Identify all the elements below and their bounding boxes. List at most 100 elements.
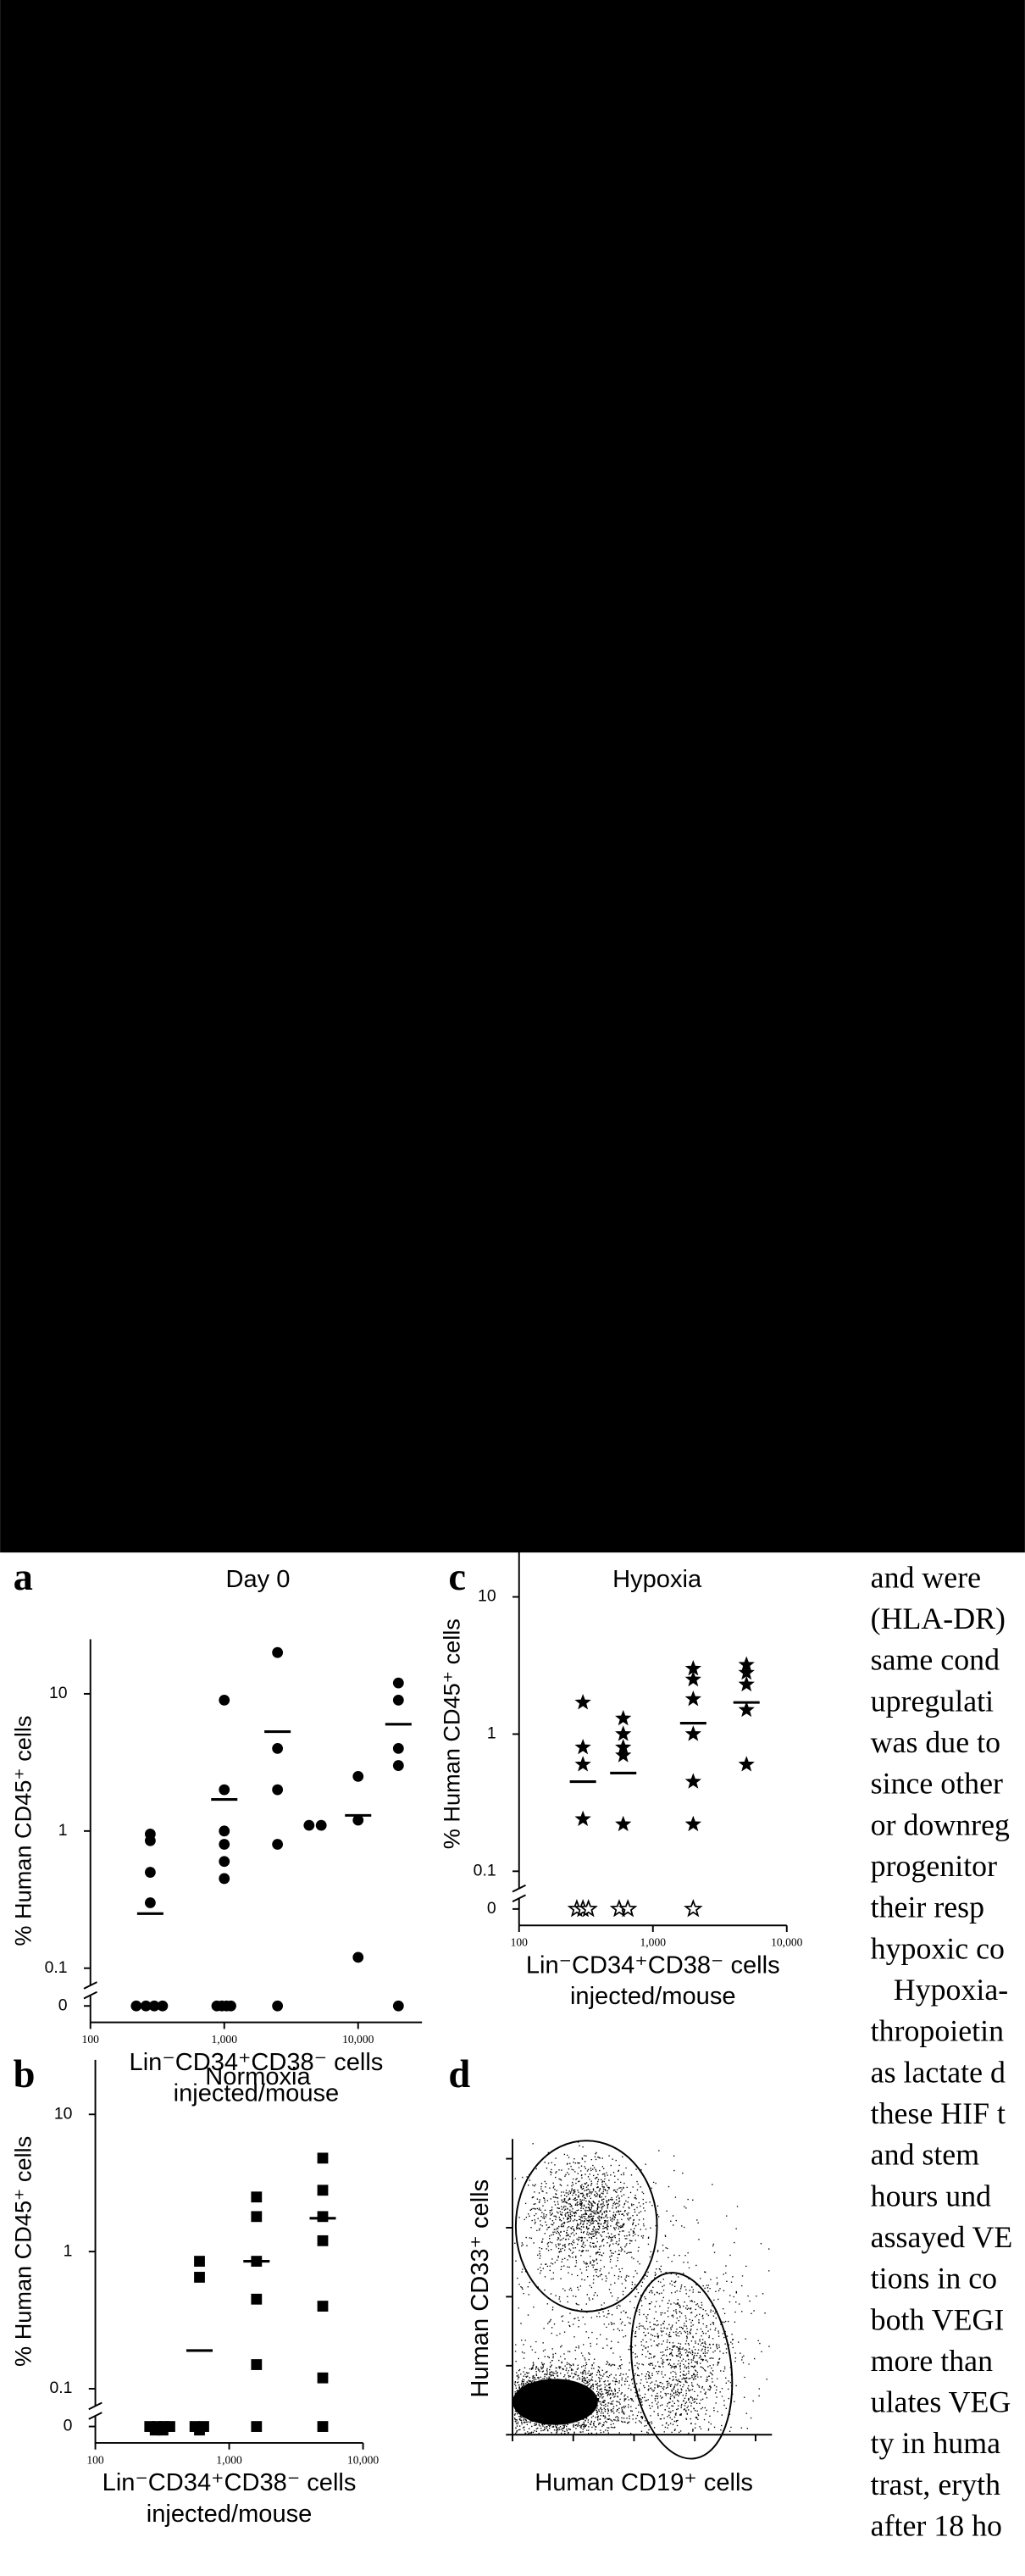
data-point bbox=[272, 1742, 284, 1754]
data-point bbox=[574, 1693, 591, 1710]
panel-letter: c bbox=[448, 1556, 466, 1599]
data-point bbox=[684, 1690, 701, 1707]
data-point bbox=[574, 1738, 591, 1755]
x-tick-label: 10,000 bbox=[342, 2033, 374, 2046]
data-point bbox=[251, 2359, 263, 2370]
body-text-line: hypoxic co bbox=[871, 1931, 1005, 1965]
body-text-line: ty in huma bbox=[871, 2426, 1000, 2460]
data-point bbox=[392, 2000, 404, 2012]
body-text-line: or downreg bbox=[871, 1807, 1010, 1841]
axis-break bbox=[88, 2412, 102, 2420]
data-point bbox=[198, 2421, 209, 2432]
data-point bbox=[317, 2185, 329, 2196]
gate bbox=[514, 2140, 658, 2312]
body-text-line: both VEGI bbox=[871, 2302, 1005, 2336]
data-point bbox=[738, 1675, 755, 1692]
data-point bbox=[148, 2000, 160, 2012]
data-point bbox=[684, 1725, 701, 1741]
y-tick-label: 10 bbox=[49, 1684, 68, 1702]
black-region bbox=[0, 0, 1025, 1553]
data-point bbox=[392, 1677, 404, 1689]
x-axis-label: injected/mouse bbox=[570, 1983, 736, 2010]
body-text-line: more than bbox=[871, 2344, 993, 2378]
body-text-line: after 18 ho bbox=[871, 2509, 1002, 2543]
data-point bbox=[317, 2421, 329, 2432]
data-point bbox=[317, 2301, 329, 2312]
data-point bbox=[317, 2372, 329, 2384]
body-text-line: thropoietin bbox=[871, 2014, 1004, 2048]
data-point bbox=[615, 1746, 632, 1763]
body-text-line: these HIF t bbox=[871, 2096, 1006, 2130]
data-point bbox=[144, 1835, 156, 1846]
body-text-line: as lactate d bbox=[871, 2055, 1006, 2089]
data-point bbox=[272, 1839, 284, 1850]
data-point bbox=[144, 1867, 156, 1878]
data-point bbox=[317, 2152, 329, 2164]
x-tick-label: 100 bbox=[511, 1936, 529, 1949]
data-point bbox=[317, 2235, 329, 2246]
body-text-line: and stem bbox=[871, 2138, 980, 2172]
data-point bbox=[574, 1810, 591, 1826]
data-point bbox=[251, 2421, 263, 2432]
x-axis-label: injected/mouse bbox=[147, 2501, 313, 2528]
x-tick-label: 100 bbox=[86, 2453, 104, 2466]
data-point bbox=[615, 1815, 632, 1832]
body-text-line: upregulati bbox=[871, 1684, 994, 1718]
data-point bbox=[251, 2191, 263, 2203]
data-point bbox=[392, 1760, 404, 1771]
y-tick-label: 0.1 bbox=[49, 2379, 72, 2397]
y-tick-label: 0 bbox=[487, 1899, 496, 1918]
axis-break bbox=[83, 1981, 97, 1990]
y-tick-label: 0 bbox=[64, 2417, 73, 2435]
data-point bbox=[618, 1899, 638, 1918]
data-point bbox=[317, 2211, 329, 2223]
data-point bbox=[157, 2000, 169, 2012]
axis-break bbox=[512, 1894, 526, 1903]
chart-title: Day 0 bbox=[226, 1566, 291, 1593]
y-axis-label: Human CD33⁺ cells bbox=[467, 2179, 494, 2398]
data-point bbox=[272, 1784, 284, 1796]
data-point bbox=[738, 1756, 755, 1772]
y-axis-label: % Human CD45⁺ cells bbox=[9, 1716, 36, 1946]
x-axis-label: injected/mouse bbox=[174, 2080, 340, 2107]
data-point bbox=[352, 1771, 364, 1782]
body-text-line: trast, eryth bbox=[871, 2468, 1000, 2501]
data-point bbox=[579, 1899, 598, 1918]
x-tick-label: 10,000 bbox=[347, 2453, 380, 2466]
x-tick-label: 1,000 bbox=[211, 2033, 237, 2046]
x-axis-label: Lin⁻CD34⁺CD38⁻ cells bbox=[526, 1951, 780, 1979]
data-point bbox=[315, 1819, 327, 1831]
body-text-line: hours und bbox=[871, 2179, 992, 2212]
data-point bbox=[303, 1819, 315, 1831]
data-point bbox=[251, 2211, 263, 2223]
data-point bbox=[352, 1951, 364, 1963]
body-text-line: (HLA-DR) bbox=[871, 1602, 1006, 1635]
y-tick-label: 1 bbox=[58, 1821, 68, 1840]
data-point bbox=[392, 1694, 404, 1706]
y-tick-label: 0 bbox=[58, 1996, 68, 2014]
panel-letter: b bbox=[14, 2053, 36, 2096]
data-point bbox=[219, 1839, 230, 1850]
data-point bbox=[574, 1756, 591, 1772]
data-point bbox=[219, 1784, 230, 1796]
data-point bbox=[140, 2000, 152, 2012]
gate bbox=[630, 2272, 734, 2460]
x-tick-label: 1,000 bbox=[216, 2453, 242, 2466]
body-text-line: Hypoxia- bbox=[894, 1973, 1008, 2007]
y-tick-label: 1 bbox=[487, 1724, 496, 1743]
panel-letter: a bbox=[14, 1556, 33, 1599]
x-axis-label: Human CD19⁺ cells bbox=[535, 2469, 753, 2496]
body-text-line: progenitor bbox=[871, 1849, 997, 1883]
y-axis-label: % Human CD45⁺ cells bbox=[438, 1618, 464, 1849]
data-point bbox=[615, 1725, 632, 1741]
x-tick-label: 1,000 bbox=[640, 1936, 667, 1949]
body-text-line: tions in co bbox=[871, 2262, 997, 2296]
axis-break bbox=[88, 2401, 102, 2411]
data-point bbox=[219, 1873, 230, 1885]
y-axis-label: % Human CD45⁺ cells bbox=[9, 2136, 36, 2367]
x-axis-label: Lin⁻CD34⁺CD38⁻ cells bbox=[130, 2049, 384, 2076]
data-point bbox=[272, 2000, 284, 2012]
data-point bbox=[219, 1856, 230, 1868]
data-point bbox=[194, 2272, 205, 2283]
